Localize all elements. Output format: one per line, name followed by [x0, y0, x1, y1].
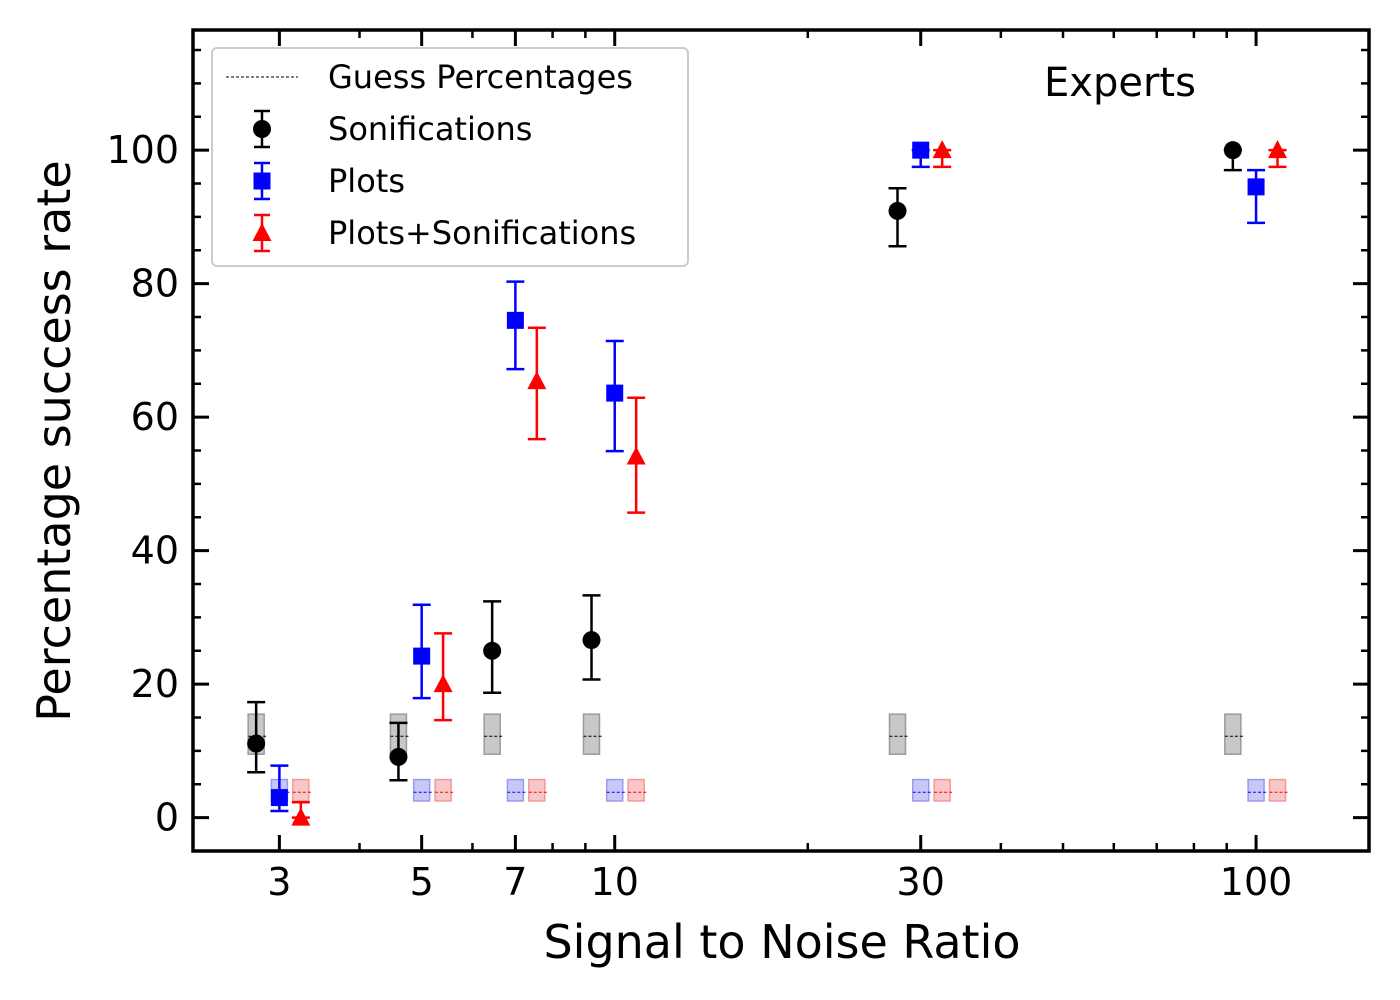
- x-tick-label: 7: [503, 860, 527, 904]
- data-point: [270, 789, 288, 807]
- data-point: [626, 446, 646, 465]
- data-point: [912, 141, 930, 159]
- guess-band: [582, 713, 601, 755]
- guess-band: [506, 778, 525, 802]
- guess-band: [528, 778, 546, 802]
- guess-band: [1224, 713, 1242, 755]
- guess-band: [1247, 778, 1265, 802]
- data-point: [291, 807, 311, 826]
- data-point: [527, 371, 547, 390]
- data-point: [433, 674, 453, 693]
- axis-layer: 0 20 40 60 80 100 3 5 7 10 30 100: [106, 28, 1371, 904]
- data-point: [1268, 140, 1288, 159]
- legend-label: Sonifications: [328, 110, 532, 148]
- legend-marker: [252, 223, 272, 241]
- y-tick-label: 0: [155, 796, 179, 840]
- data-point: [888, 201, 907, 220]
- marker-layer: [247, 140, 1288, 826]
- guess-layer: [247, 713, 1288, 802]
- guess-band: [412, 778, 431, 802]
- guess-band: [483, 713, 501, 755]
- legend: Guess Percentages Sonifications Plots Plots…: [211, 47, 689, 267]
- panel-annotation: Experts: [1044, 60, 1196, 106]
- legend-marker: [253, 172, 271, 190]
- legend-box: [211, 47, 689, 267]
- x-tick-label: 10: [591, 860, 639, 904]
- guess-band: [605, 778, 624, 802]
- data-point: [582, 631, 601, 650]
- guess-band: [627, 778, 645, 802]
- legend-label: Plots: [328, 162, 405, 200]
- y-tick-label: 80: [131, 262, 179, 306]
- guess-band: [292, 778, 310, 802]
- data-point: [413, 647, 431, 665]
- data-point: [506, 311, 524, 329]
- data-point: [389, 747, 408, 766]
- guess-band: [1268, 778, 1287, 802]
- guess-band: [434, 778, 452, 802]
- guess-band: [911, 778, 930, 802]
- legend-marker: [253, 120, 271, 138]
- x-tick-label: 100: [1220, 860, 1293, 904]
- data-point: [1223, 141, 1242, 160]
- x-axis-label: Signal to Noise Ratio: [543, 915, 1020, 969]
- plot-frame: [191, 28, 1371, 853]
- guess-band: [933, 778, 951, 802]
- data-point: [932, 140, 952, 159]
- data-point: [606, 384, 624, 402]
- data-point: [1247, 178, 1265, 196]
- y-axis-label: Percentage success rate: [27, 160, 81, 721]
- x-tick-label: 5: [410, 860, 434, 904]
- data-point: [483, 641, 502, 660]
- y-tick-label: 20: [131, 662, 179, 706]
- x-tick-label: 3: [267, 860, 291, 904]
- y-tick-label: 100: [106, 128, 179, 172]
- y-tick-label: 60: [131, 395, 179, 439]
- guess-band: [888, 713, 907, 755]
- legend-label-guess: Guess Percentages: [328, 58, 633, 96]
- data-point: [247, 734, 266, 753]
- x-tick-label: 30: [897, 860, 945, 904]
- legend-label: Plots+Sonifications: [328, 214, 636, 252]
- y-tick-label: 40: [131, 529, 179, 573]
